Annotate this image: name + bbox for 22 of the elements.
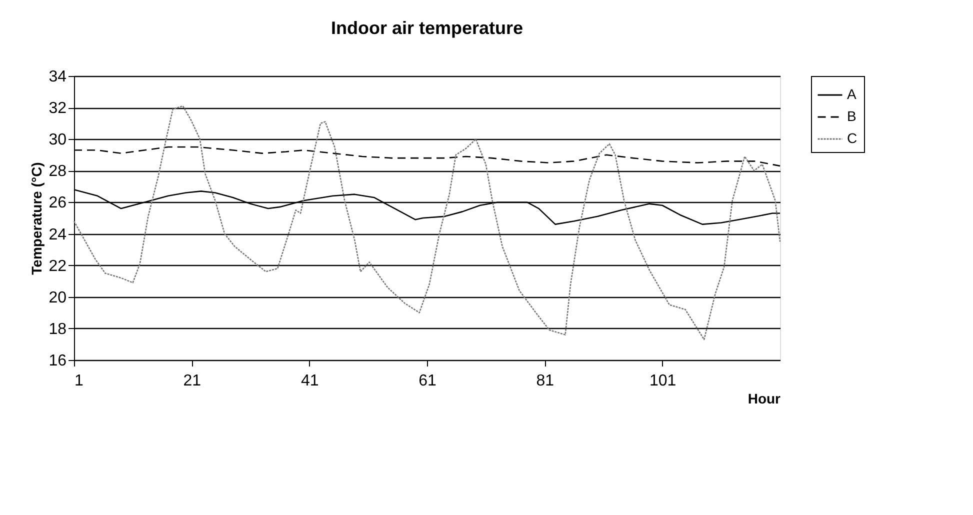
y-tick-label: 16 xyxy=(48,352,67,370)
x-tick-label: 1 xyxy=(74,372,84,390)
chart-title: Indoor air temperature xyxy=(330,18,524,38)
y-tick-label: 26 xyxy=(48,194,67,212)
x-tick-label: 81 xyxy=(536,372,554,390)
y-tick-label: 34 xyxy=(48,68,67,86)
y-tick-label: 24 xyxy=(48,226,67,244)
y-tick-label: 28 xyxy=(48,163,67,180)
x-tick-label: 61 xyxy=(418,372,436,390)
x-axis-title: Hour xyxy=(748,390,782,406)
y-axis-title: Temperature (°C) xyxy=(28,162,45,275)
y-tick-label: 22 xyxy=(48,258,67,275)
x-tick-label: 41 xyxy=(300,372,319,390)
y-tick-label: 32 xyxy=(48,100,67,118)
y-tick-label: 18 xyxy=(48,320,67,338)
x-tick-label: 101 xyxy=(649,372,676,390)
x-tick-label: 21 xyxy=(183,372,202,390)
legend-label: B xyxy=(847,108,856,124)
legend-label: A xyxy=(847,86,857,102)
y-tick-label: 20 xyxy=(48,289,67,306)
y-tick-label: 30 xyxy=(48,132,67,149)
legend-label: C xyxy=(847,130,858,146)
